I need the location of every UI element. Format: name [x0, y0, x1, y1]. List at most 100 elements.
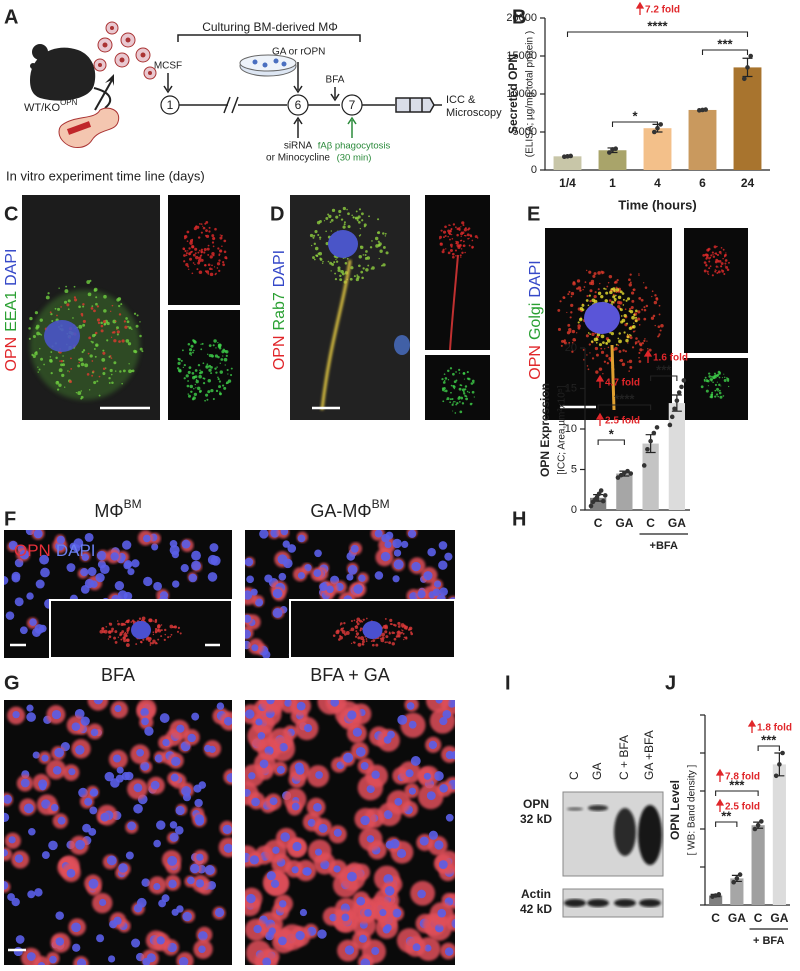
speckle: [614, 346, 618, 351]
speckle: [598, 343, 603, 347]
speckle: [367, 264, 370, 267]
speckle: [197, 363, 201, 367]
speckle: [707, 273, 709, 275]
speckle: [208, 230, 211, 233]
speckle: [140, 641, 143, 644]
speckle: [634, 319, 638, 323]
speckle: [587, 368, 590, 371]
speckle: [638, 274, 640, 276]
speckle: [589, 299, 592, 303]
speckle: [716, 387, 720, 391]
speckle: [163, 638, 166, 641]
speckle: [723, 256, 726, 258]
speckle: [101, 627, 105, 630]
bone-icon: [58, 74, 120, 148]
speckle: [642, 349, 644, 351]
nucleus: [419, 836, 429, 846]
speckle: [39, 318, 43, 322]
speckle: [319, 258, 323, 261]
speckle: [355, 277, 359, 282]
speckle: [345, 631, 350, 635]
speckle: [595, 370, 599, 374]
speckle: [471, 239, 474, 242]
speckle: [119, 370, 122, 373]
fold-arrow: [635, 1, 645, 15]
speckle: [207, 390, 211, 394]
speckle: [122, 622, 125, 626]
speckle: [588, 343, 591, 346]
nucleus: [417, 590, 426, 599]
nucleus: [33, 530, 43, 539]
speckle: [627, 361, 629, 363]
data-point: [737, 872, 743, 877]
speckle: [108, 622, 111, 625]
speckle: [358, 208, 362, 211]
blot-band: [638, 805, 662, 865]
speckle: [186, 240, 189, 242]
speckle: [720, 252, 722, 254]
fold-change: 2.5 fold: [725, 802, 760, 813]
speckle: [145, 637, 149, 641]
speckle: [631, 346, 635, 349]
speckle: [571, 350, 574, 353]
speckle: [209, 267, 212, 271]
speckle: [80, 395, 84, 399]
speckle: [712, 376, 716, 380]
x-tick-label: GA: [615, 516, 633, 530]
speckle: [395, 635, 398, 638]
speckle: [586, 354, 588, 356]
micrograph: [425, 195, 490, 350]
nucleus: [410, 756, 421, 766]
fold-arrow: [715, 798, 725, 812]
speckle: [581, 303, 585, 307]
speckle: [113, 361, 117, 365]
nucleus: [439, 717, 448, 726]
nucleus: [100, 812, 110, 822]
speckle: [454, 226, 457, 229]
nucleus: [438, 541, 448, 550]
nucleus: [411, 561, 421, 572]
speckle: [188, 352, 192, 355]
speckle: [451, 252, 455, 256]
data-point: [598, 488, 604, 493]
speckle: [222, 263, 225, 267]
speckle: [384, 641, 387, 644]
speckle: [122, 636, 126, 640]
speckle: [444, 225, 447, 229]
nucleus: [125, 851, 134, 860]
speckle: [207, 378, 212, 383]
speckle: [319, 220, 322, 223]
speckle: [313, 234, 316, 237]
bar: [616, 473, 633, 510]
blot-label: OPN: [523, 797, 549, 811]
speckle: [441, 250, 445, 254]
nucleus: [41, 851, 50, 860]
speckle: [67, 308, 70, 311]
speckle: [186, 384, 190, 388]
speckle: [361, 620, 364, 623]
speckle: [627, 342, 629, 344]
speckle: [385, 251, 389, 255]
nucleus: [313, 802, 322, 812]
significance-bracket: [597, 439, 625, 445]
speckle: [215, 347, 217, 349]
speckle: [402, 632, 405, 635]
speckle: [198, 270, 203, 275]
speckle: [154, 631, 158, 634]
nucleus: [57, 816, 66, 825]
speckle: [578, 317, 583, 322]
speckle: [639, 343, 643, 347]
fold-change: 1.8 fold: [757, 723, 792, 734]
speckle: [705, 257, 708, 260]
significance: *: [632, 108, 638, 123]
speckle: [605, 291, 609, 295]
nucleus: [8, 540, 18, 550]
speckle: [87, 292, 92, 297]
speckle: [154, 618, 158, 622]
nucleus: [44, 320, 80, 352]
nucleus: [412, 943, 421, 952]
speckle: [724, 262, 727, 265]
stain-name: DAPI: [527, 260, 544, 297]
speckle: [211, 251, 215, 256]
nucleus: [303, 724, 313, 733]
